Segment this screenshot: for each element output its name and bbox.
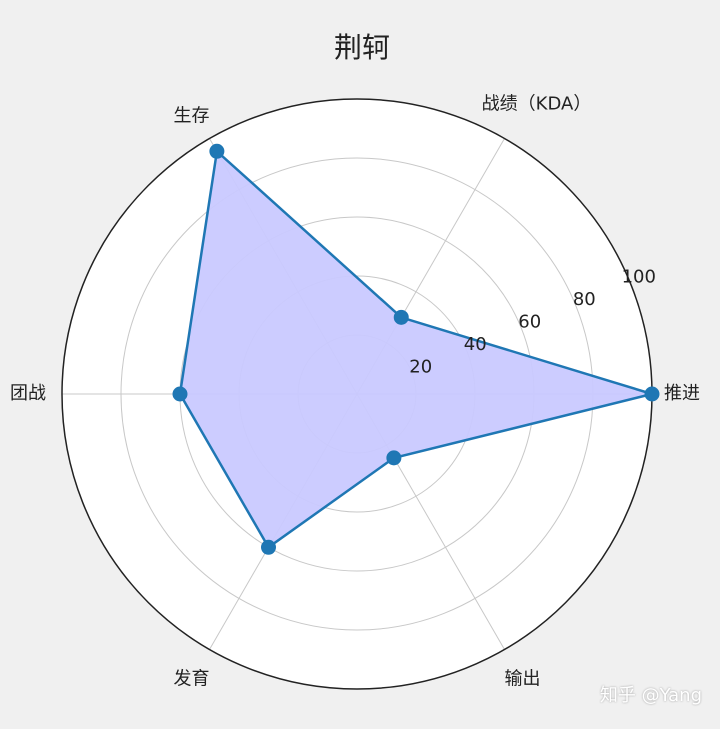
radial-tick-label-100: 100 (622, 266, 656, 287)
data-point-5 (386, 450, 402, 466)
category-label-4: 发育 (174, 668, 210, 689)
series-layer (172, 143, 660, 555)
category-label-5: 输出 (505, 668, 541, 689)
data-point-2 (209, 143, 225, 159)
chart-title: 荆轲 (334, 31, 390, 64)
radial-tick-label-20: 20 (409, 357, 432, 378)
data-point-0 (644, 386, 660, 402)
category-label-0: 推进 (664, 383, 700, 404)
data-point-3 (172, 386, 188, 402)
category-label-2: 生存 (174, 106, 210, 127)
watermark-text: 知乎 @Yang (599, 685, 702, 706)
radial-tick-label-40: 40 (464, 334, 487, 355)
category-label-3: 团战 (10, 383, 46, 404)
radial-tick-label-60: 60 (518, 311, 541, 332)
category-label-1: 战绩（KDA） (482, 94, 592, 115)
radial-tick-label-80: 80 (573, 289, 596, 310)
data-point-1 (393, 309, 409, 325)
data-point-4 (261, 539, 276, 555)
